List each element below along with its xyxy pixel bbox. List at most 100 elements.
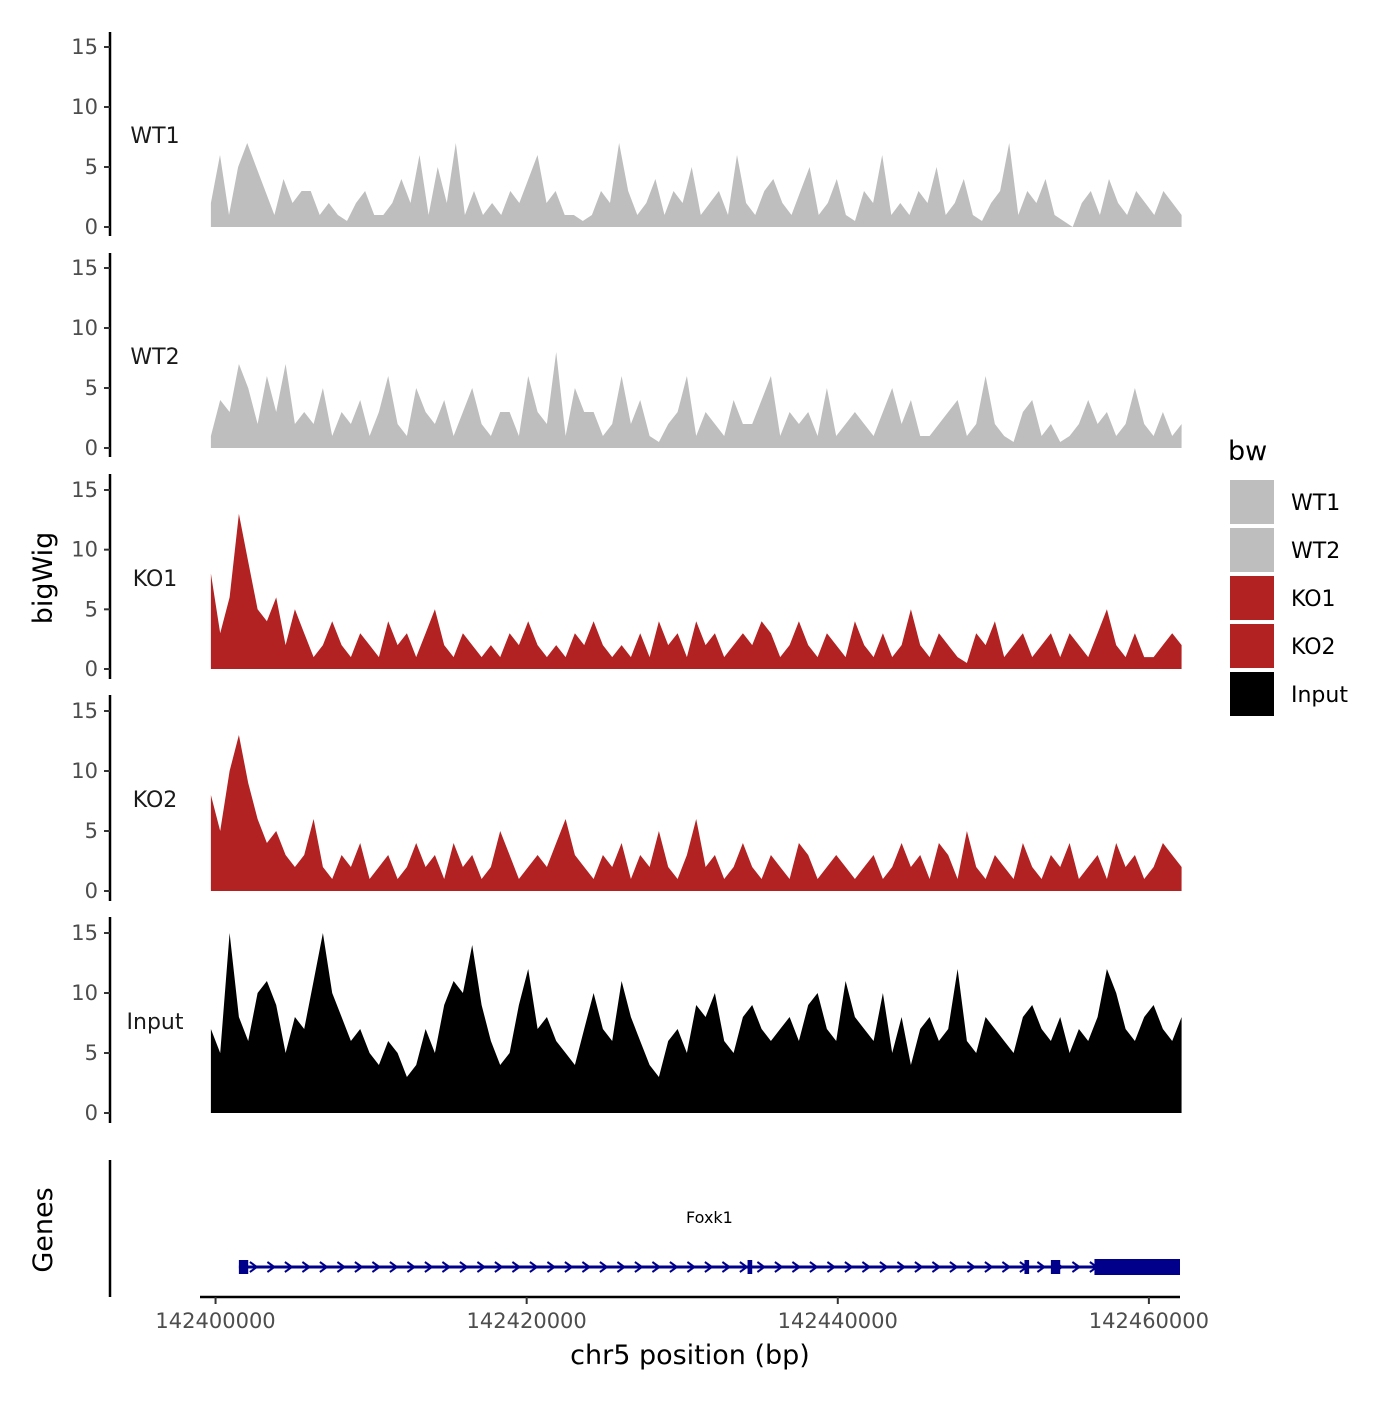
legend-title: bw: [1228, 436, 1267, 467]
strand-arrow: [266, 1261, 277, 1273]
legend-key: [1230, 672, 1274, 716]
strand-arrow: [511, 1261, 522, 1273]
genes-axis-title: Genes: [28, 1187, 59, 1272]
strand-arrow: [1001, 1261, 1012, 1273]
strand-arrow: [564, 1261, 574, 1273]
strand-arrow: [336, 1261, 347, 1273]
coverage-area: [210, 352, 1182, 448]
strand-arrow: [844, 1261, 854, 1273]
y-tick-label: 10: [71, 316, 98, 340]
y-tick-label: 15: [71, 699, 98, 723]
gene-exon: [747, 1260, 753, 1274]
strand-arrow: [756, 1261, 767, 1273]
legend-key: [1230, 528, 1274, 572]
strand-arrow: [879, 1261, 889, 1273]
gene-exon: [1024, 1260, 1030, 1274]
legend-label: WT1: [1291, 491, 1340, 516]
y-tick-label: 15: [71, 921, 98, 945]
tracks-layer: 0 5 10 15 WT1 0 5 10 15 WT2 0 5 10 15 KO1 0 5 10 15 KO2 0 5 10…: [71, 32, 1182, 1125]
strand-arrow: [476, 1261, 487, 1273]
strand-arrow: [634, 1261, 644, 1273]
strand-arrow: [896, 1261, 907, 1273]
strand-arrow: [441, 1261, 452, 1273]
strand-arrow: [861, 1261, 872, 1273]
legend-key: [1230, 480, 1274, 524]
track-input: 0 5 10 15 Input: [71, 917, 1182, 1125]
strand-arrow: [984, 1261, 994, 1273]
coverage-area: [210, 513, 1182, 669]
legend-label: KO1: [1291, 587, 1336, 612]
track-wt1: 0 5 10 15 WT1: [71, 32, 1182, 239]
strand-arrow: [546, 1261, 557, 1273]
y-tick-label: 0: [85, 436, 98, 460]
y-tick-label: 10: [71, 95, 98, 119]
y-tick-label: 5: [85, 376, 98, 400]
strand-arrow: [651, 1261, 662, 1273]
x-axis: 142400000 142420000 142440000 142460000: [155, 1295, 1209, 1333]
strand-arrow: [406, 1261, 417, 1273]
x-tick-label: 142440000: [778, 1309, 898, 1333]
strand-arrow: [319, 1261, 329, 1273]
gene-label: Foxk1: [686, 1208, 733, 1227]
strand-arrow: [284, 1261, 294, 1273]
legend-key: [1230, 624, 1274, 668]
gene-exon: [1094, 1259, 1180, 1275]
strand-arrow: [914, 1261, 924, 1273]
strand-arrow: [721, 1261, 732, 1273]
y-tick-label: 15: [71, 478, 98, 502]
legend-item-wt1: WT1: [1230, 480, 1340, 524]
legend-item-ko1: KO1: [1230, 576, 1336, 620]
track-label: WT2: [130, 345, 179, 370]
y-tick-label: 5: [85, 819, 98, 843]
strand-arrow: [599, 1261, 609, 1273]
track-label: KO1: [133, 567, 178, 592]
strand-arrow: [301, 1261, 312, 1273]
track-wt2: 0 5 10 15 WT2: [71, 253, 1182, 460]
y-tick-label: 0: [85, 215, 98, 239]
strand-arrow: [704, 1261, 714, 1273]
coverage-area: [210, 735, 1182, 891]
x-axis-title: chr5 position (bp): [570, 1340, 810, 1371]
strand-arrow: [389, 1261, 399, 1273]
strand-arrow: [354, 1261, 364, 1273]
y-tick-label: 15: [71, 35, 98, 59]
y-tick-label: 10: [71, 538, 98, 562]
y-tick-label: 10: [71, 981, 98, 1005]
strand-arrow: [669, 1261, 679, 1273]
strand-arrow: [791, 1261, 802, 1273]
strand-arrow: [371, 1261, 382, 1273]
strand-arrow: [459, 1261, 469, 1273]
strand-arrow: [494, 1261, 504, 1273]
track-label: KO2: [133, 788, 178, 813]
track-ko1: 0 5 10 15 KO1: [71, 474, 1182, 681]
strand-arrow: [1071, 1261, 1082, 1273]
coverage-area: [210, 143, 1182, 227]
x-tick-label: 142460000: [1089, 1309, 1209, 1333]
track-ko2: 0 5 10 15 KO2: [71, 695, 1182, 903]
legend-key: [1230, 576, 1274, 620]
legend: WT1 WT2 KO1 KO2 Input: [1230, 480, 1348, 716]
legend-label: Input: [1291, 683, 1348, 708]
y-tick-label: 5: [85, 155, 98, 179]
gene-exon: [238, 1260, 249, 1274]
strand-arrow: [616, 1261, 627, 1273]
strand-arrow: [826, 1261, 837, 1273]
strand-arrow: [739, 1261, 749, 1273]
strand-arrow: [249, 1261, 259, 1273]
legend-item-wt2: WT2: [1230, 528, 1340, 572]
y-tick-label: 10: [71, 759, 98, 783]
strand-arrow: [1036, 1261, 1047, 1273]
y-tick-label: 0: [85, 657, 98, 681]
legend-item-input: Input: [1230, 672, 1348, 716]
y-tick-label: 5: [85, 1041, 98, 1065]
y-tick-label: 0: [85, 1101, 98, 1125]
x-tick-label: 142420000: [467, 1309, 587, 1333]
strand-arrow: [774, 1261, 784, 1273]
strand-arrow: [809, 1261, 819, 1273]
track-label: WT1: [130, 124, 179, 149]
genes-layer: Foxk1: [108, 1160, 1180, 1297]
y-tick-label: 0: [85, 879, 98, 903]
track-label: Input: [127, 1010, 184, 1035]
